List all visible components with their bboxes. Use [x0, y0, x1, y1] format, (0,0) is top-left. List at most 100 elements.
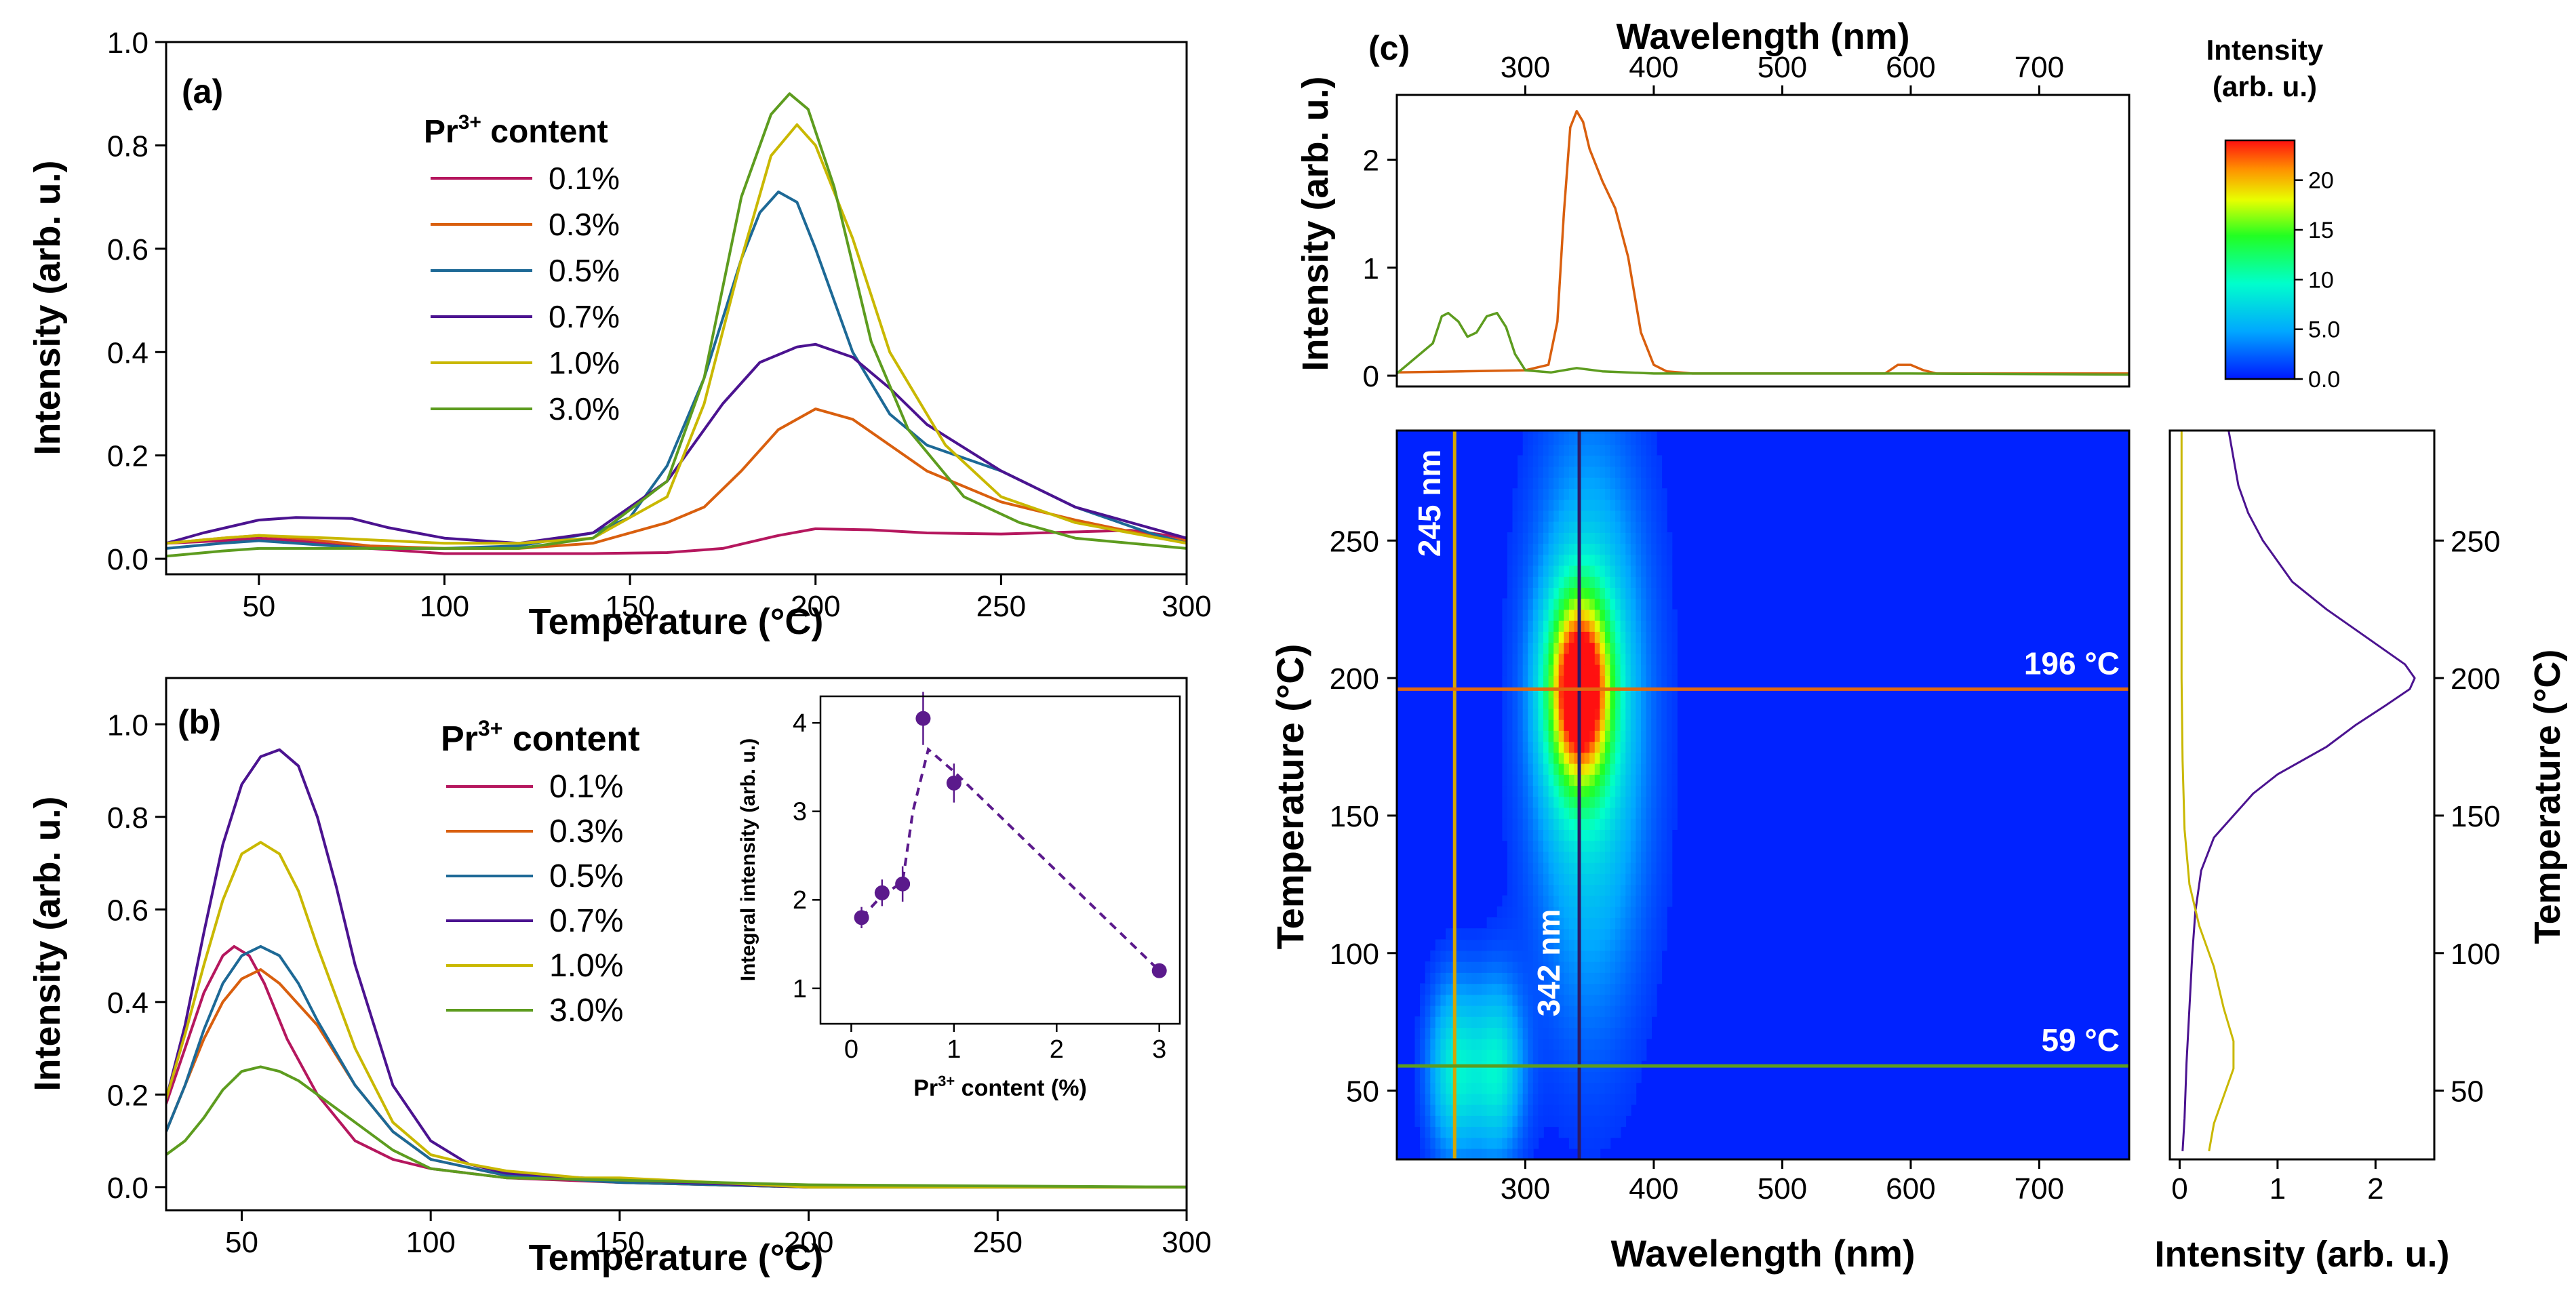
heatmap-cell [1543, 708, 1549, 720]
heatmap-cell [1610, 444, 1616, 456]
heatmap-cell [1528, 631, 1534, 643]
heatmap-cell [1512, 829, 1518, 841]
heatmap-cell [1548, 521, 1554, 533]
heatmap-cell [1518, 521, 1524, 533]
heatmap-cell [1646, 961, 1652, 973]
heatmap-cell [1620, 818, 1627, 830]
legend-label: 1.0% [549, 948, 623, 984]
heatmap-cell [1548, 499, 1554, 511]
heatmap-cell [1646, 697, 1652, 709]
heatmap-cell [1604, 631, 1611, 643]
heatmap-cell [1646, 488, 1652, 500]
heatmap-cell [1522, 719, 1529, 731]
heatmap-cell [1630, 785, 1637, 797]
heatmap-cell [1651, 433, 1657, 445]
heatmap-cell [1610, 686, 1616, 698]
heatmap-cell [1574, 730, 1580, 742]
heatmap-cell [1522, 917, 1529, 929]
heatmap-cell [1610, 598, 1616, 610]
heatmap-cell [1666, 675, 1673, 687]
inset-y-tick-label: 3 [793, 798, 807, 826]
heatmap-cell [1538, 642, 1544, 654]
heatmap-cell [1518, 1126, 1524, 1138]
heatmap-cell [1604, 620, 1611, 632]
heatmap-cell [1666, 774, 1673, 786]
heatmap-cell [1532, 1104, 1539, 1116]
heatmap-cell [1522, 1082, 1529, 1094]
top-y-tick-label: 0 [1363, 360, 1379, 393]
heatmap-cell [1435, 1137, 1442, 1149]
heatmap-cell [1620, 543, 1627, 555]
heatmap-cell [1502, 1126, 1508, 1138]
heatmap-cell [1518, 1093, 1524, 1105]
heatmap-cell [1553, 543, 1560, 555]
heatmap-cell [1636, 609, 1642, 621]
heatmap-cell [1497, 917, 1503, 929]
heatmap-cell [1430, 1071, 1436, 1083]
heatmap-cell [1466, 1082, 1472, 1094]
heatmap-cell [1620, 741, 1627, 753]
heatmap-cell [1568, 521, 1575, 533]
heatmap-cell [1522, 631, 1529, 643]
heatmap-cell [1594, 697, 1601, 709]
heatmap-cell [1564, 433, 1570, 445]
heatmap-cell [1641, 884, 1647, 896]
heatmap-cell [1630, 510, 1637, 522]
heatmap-cell [1568, 620, 1575, 632]
heatmap-cell [1548, 763, 1554, 775]
heatmap-cell [1610, 1115, 1616, 1128]
heatmap-cell [1538, 664, 1544, 676]
heatmap-cell [1522, 1115, 1529, 1128]
heatmap-cell [1558, 455, 1565, 467]
heatmap-cell [1435, 1093, 1442, 1105]
heatmap-cell [1425, 1038, 1431, 1050]
heatmap-cell [1564, 543, 1570, 555]
heatmap-cell [1584, 1093, 1590, 1105]
heatmap-cell [1651, 543, 1657, 555]
heatmap-cell [1564, 1071, 1570, 1083]
heatmap-cell [1492, 1082, 1498, 1094]
heatmap-cell [1466, 928, 1472, 940]
heatmap-cell [1584, 741, 1590, 753]
heatmap-cell [1430, 1016, 1436, 1029]
heatmap-cell [1528, 587, 1534, 599]
heatmap-cell [1502, 1027, 1508, 1039]
heatmap-cell [1564, 906, 1570, 918]
heatmap-cell [1579, 983, 1585, 995]
heatmap-cell [1568, 576, 1575, 588]
heatmap-cell [1482, 1104, 1488, 1116]
heatmap-cell [1594, 818, 1601, 830]
heatmap-cell [1440, 1126, 1446, 1138]
heatmap-cell [1630, 983, 1637, 995]
heatmap-cell [1579, 1137, 1585, 1149]
heatmap-cell [1594, 774, 1601, 786]
heatmap-cell [1486, 917, 1492, 929]
panel-b-legend: Pr3+ content 0.1%0.3%0.5%0.7%1.0%3.0% [441, 716, 640, 1029]
heatmap-cell [1656, 631, 1663, 643]
heatmap-cell [1522, 598, 1529, 610]
heatmap-cell [1625, 840, 1631, 852]
heatmap-cell [1558, 906, 1565, 918]
colorbar-title: Intensity [2206, 34, 2324, 66]
heatmap-cell [1564, 510, 1570, 522]
heatmap-cell [1518, 642, 1524, 654]
heatmap-cell [1548, 554, 1554, 566]
heatmap-cell [1651, 785, 1657, 797]
heatmap-cell [1430, 1049, 1436, 1061]
heatmap-cell [1656, 609, 1663, 621]
heatmap-xlabel: Wavelength (nm) [1610, 1232, 1915, 1275]
heatmap-cell [1543, 1038, 1549, 1050]
heatmap-cell [1564, 807, 1570, 819]
heatmap-cell [1528, 884, 1534, 896]
heatmap-cell [1558, 862, 1565, 874]
heatmap-cell [1636, 488, 1642, 500]
heatmap-cell [1661, 532, 1667, 544]
heatmap-cell [1425, 1126, 1431, 1138]
heatmap-cell [1661, 774, 1667, 786]
panel-c-top-spectrum: 300 400 500 600 700 012 (c) Wavelength (nm) … [1295, 16, 2131, 393]
heatmap-cell [1512, 1038, 1518, 1050]
heatmap-cell [1564, 752, 1570, 764]
heatmap-cell [1625, 488, 1631, 500]
heatmap-cell [1630, 631, 1637, 643]
heatmap-cell [1641, 499, 1647, 511]
